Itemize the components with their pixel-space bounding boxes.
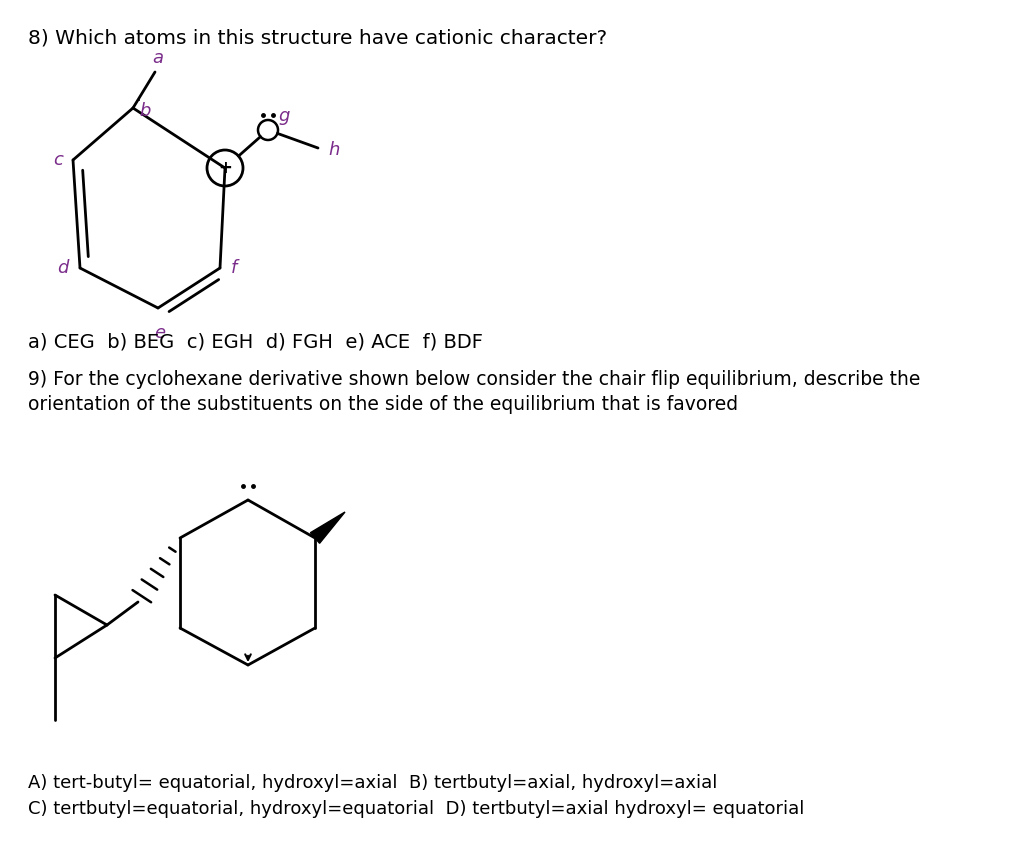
Text: ': ' (137, 97, 141, 111)
Text: b: b (139, 102, 150, 120)
Text: c: c (54, 151, 63, 169)
Text: a: a (153, 49, 164, 67)
Polygon shape (310, 512, 345, 543)
Text: a) CEG  b) BEG  c) EGH  d) FGH  e) ACE  f) BDF: a) CEG b) BEG c) EGH d) FGH e) ACE f) BD… (28, 332, 483, 351)
Text: orientation of the substituents on the side of the equilibrium that is favored: orientation of the substituents on the s… (28, 395, 738, 414)
Text: C) tertbutyl=equatorial, hydroxyl=equatorial  D) tertbutyl=axial hydroxyl= equat: C) tertbutyl=equatorial, hydroxyl=equato… (28, 800, 804, 818)
Text: e: e (155, 324, 166, 342)
Text: A) tert-butyl= equatorial, hydroxyl=axial  B) tertbutyl=axial, hydroxyl=axial: A) tert-butyl= equatorial, hydroxyl=axia… (28, 774, 717, 792)
Text: d: d (58, 259, 69, 277)
Text: 9) For the cyclohexane derivative shown below consider the chair flip equilibriu: 9) For the cyclohexane derivative shown … (28, 370, 920, 389)
Text: f: f (231, 259, 237, 277)
Text: +: + (218, 159, 232, 177)
Text: 8) Which atoms in this structure have cationic character?: 8) Which atoms in this structure have ca… (28, 28, 607, 47)
Text: g: g (279, 107, 290, 125)
Text: h: h (328, 141, 339, 159)
